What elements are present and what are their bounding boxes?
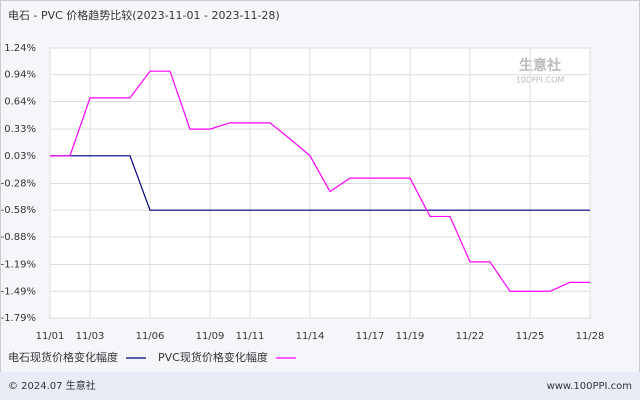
x-tick-label: 11/19 <box>396 331 425 342</box>
y-tick-label: -0.58% <box>1 205 36 216</box>
legend-label: 电石现货价格变化幅度 <box>8 350 118 364</box>
x-tick-label: 11/11 <box>236 331 265 342</box>
x-tick-label: 11/09 <box>196 331 225 342</box>
series-line <box>50 155 590 211</box>
x-tick-label: 11/17 <box>356 331 385 342</box>
watermark-site: 100PPI.COM <box>516 76 565 85</box>
x-tick-label: 11/03 <box>76 331 105 342</box>
x-tick-label: 11/14 <box>296 331 325 342</box>
footer-bar <box>0 372 640 400</box>
x-tick-label: 11/01 <box>36 331 65 342</box>
y-tick-label: 0.94% <box>4 70 36 81</box>
footer-url: www.100PPI.com <box>547 381 632 392</box>
x-tick-label: 11/22 <box>456 331 485 342</box>
series-line <box>50 70 590 292</box>
y-tick-label: -1.19% <box>1 260 36 271</box>
y-tick-label: -1.49% <box>1 286 36 297</box>
y-tick-label: -1.79% <box>1 313 36 324</box>
y-tick-label: -0.28% <box>1 178 36 189</box>
watermark: 生意社 <box>519 57 561 74</box>
chart-title: 电石 - PVC 价格趋势比较(2023-11-01 - 2023-11-28) <box>8 8 280 22</box>
y-tick-label: 0.64% <box>4 96 36 107</box>
y-tick-label: 0.33% <box>4 124 36 135</box>
y-tick-label: 0.03% <box>4 151 36 162</box>
y-tick-label: 1.24% <box>4 43 36 54</box>
legend-label: PVC现货价格变化幅度 <box>158 350 268 364</box>
x-tick-label: 11/25 <box>516 331 545 342</box>
x-tick-label: 11/28 <box>576 331 605 342</box>
y-tick-label: -0.88% <box>1 232 36 243</box>
x-tick-label: 11/06 <box>136 331 165 342</box>
footer-copyright: © 2024.07 生意社 <box>8 379 96 392</box>
